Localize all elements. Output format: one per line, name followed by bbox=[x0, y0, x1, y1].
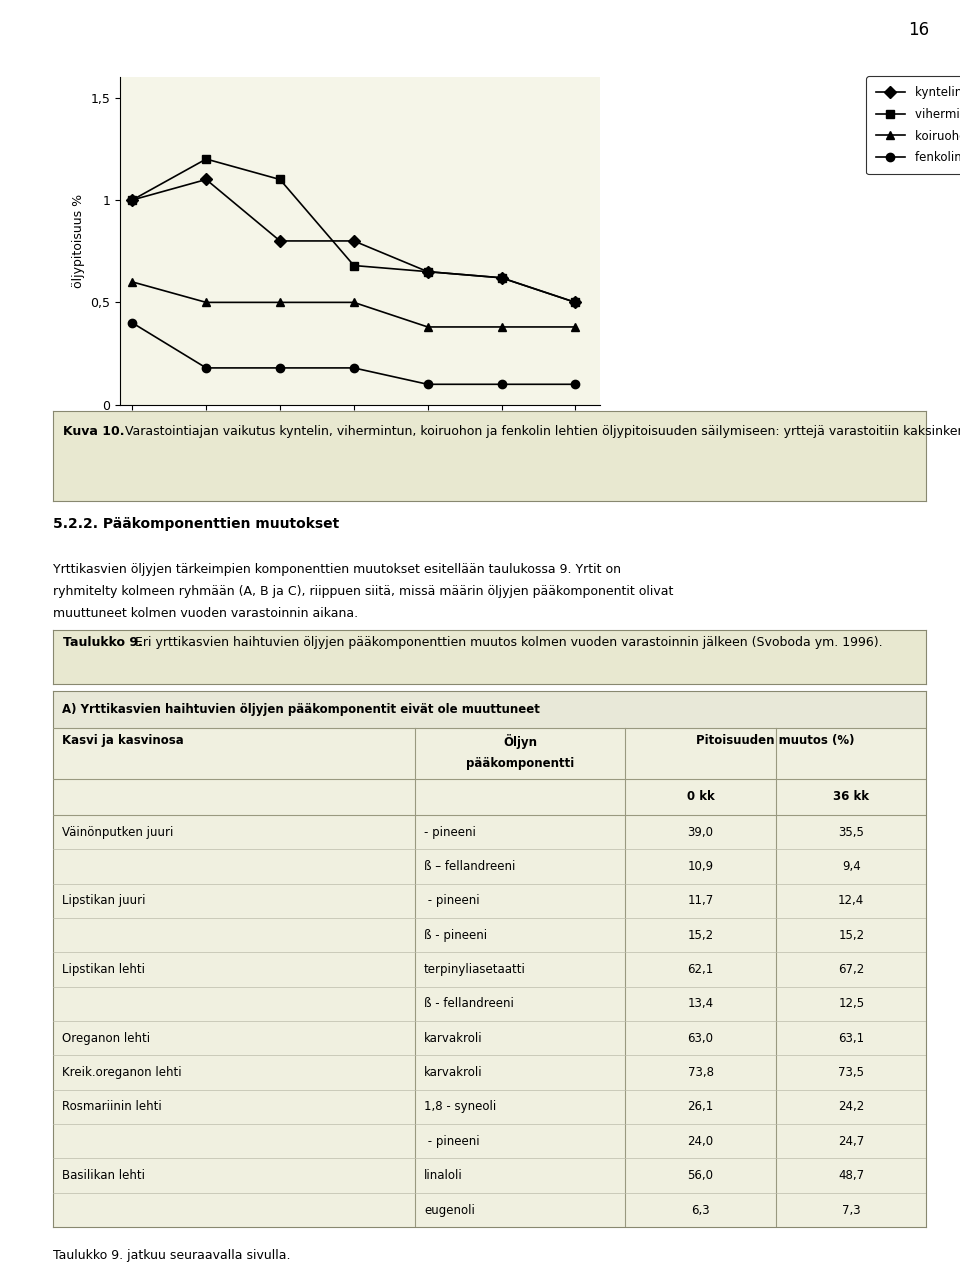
Text: karvakroli: karvakroli bbox=[424, 1067, 483, 1079]
Legend: kyntelin lehti, vihermintun lehti, koiruohon lehti, fenkolin lehti: kyntelin lehti, vihermintun lehti, koiru… bbox=[866, 76, 960, 173]
Text: 67,2: 67,2 bbox=[838, 964, 864, 977]
Text: ß – fellandreeni: ß – fellandreeni bbox=[424, 860, 516, 873]
Text: eugenoli: eugenoli bbox=[424, 1204, 475, 1217]
Text: 73,8: 73,8 bbox=[687, 1067, 713, 1079]
Text: 10,9: 10,9 bbox=[687, 860, 713, 873]
Text: 9,4: 9,4 bbox=[842, 860, 861, 873]
Text: 12,5: 12,5 bbox=[838, 997, 864, 1010]
Text: 24,2: 24,2 bbox=[838, 1100, 864, 1114]
Text: linaloli: linaloli bbox=[424, 1169, 463, 1182]
Text: 11,7: 11,7 bbox=[687, 894, 713, 907]
Text: 16: 16 bbox=[908, 21, 929, 39]
Text: ß - pineeni: ß - pineeni bbox=[424, 929, 488, 942]
Text: 63,0: 63,0 bbox=[687, 1032, 713, 1045]
Text: 39,0: 39,0 bbox=[687, 826, 713, 839]
Text: karvakroli: karvakroli bbox=[424, 1032, 483, 1045]
Text: 48,7: 48,7 bbox=[838, 1169, 864, 1182]
Text: 6,3: 6,3 bbox=[691, 1204, 709, 1217]
Text: Eri yrttikasvien haihtuvien öljyjen pääkomponenttien muutos kolmen vuoden varast: Eri yrttikasvien haihtuvien öljyjen pääk… bbox=[132, 636, 883, 649]
Text: Rosmariinin lehti: Rosmariinin lehti bbox=[61, 1100, 161, 1114]
Text: Kasvi ja kasvinosa: Kasvi ja kasvinosa bbox=[61, 734, 183, 747]
X-axis label: varastointi kk: varastointi kk bbox=[318, 433, 402, 446]
Text: 56,0: 56,0 bbox=[687, 1169, 713, 1182]
Text: - pineeni: - pineeni bbox=[424, 894, 480, 907]
Text: A) Yrttikasvien haihtuvien öljyjen pääkomponentit eivät ole muuttuneet: A) Yrttikasvien haihtuvien öljyjen pääko… bbox=[61, 703, 540, 716]
Text: pääkomponentti: pääkomponentti bbox=[466, 757, 574, 770]
Text: 35,5: 35,5 bbox=[838, 826, 864, 839]
Y-axis label: öljypitoisuus %: öljypitoisuus % bbox=[72, 194, 84, 288]
Text: Lipstikan juuri: Lipstikan juuri bbox=[61, 894, 145, 907]
Text: 5.2.2. Pääkomponenttien muutokset: 5.2.2. Pääkomponenttien muutokset bbox=[53, 517, 339, 531]
Text: Väinönputken juuri: Väinönputken juuri bbox=[61, 826, 173, 839]
Text: Kuva 10.: Kuva 10. bbox=[63, 424, 125, 438]
Text: 26,1: 26,1 bbox=[687, 1100, 713, 1114]
Text: muuttuneet kolmen vuoden varastoinnin aikana.: muuttuneet kolmen vuoden varastoinnin ai… bbox=[53, 607, 358, 619]
Text: Pitoisuuden muutos (%): Pitoisuuden muutos (%) bbox=[696, 734, 855, 747]
Text: 36 kk: 36 kk bbox=[833, 790, 869, 803]
Text: Öljyn: Öljyn bbox=[503, 734, 538, 749]
Text: Kreik.oreganon lehti: Kreik.oreganon lehti bbox=[61, 1067, 181, 1079]
Text: 1,8 - syneoli: 1,8 - syneoli bbox=[424, 1100, 496, 1114]
Text: ß - fellandreeni: ß - fellandreeni bbox=[424, 997, 514, 1010]
Text: ryhmitelty kolmeen ryhmään (A, B ja C), riippuen siitä, missä määrin öljyjen pää: ryhmitelty kolmeen ryhmään (A, B ja C), … bbox=[53, 585, 673, 598]
Text: 12,4: 12,4 bbox=[838, 894, 864, 907]
Text: Yrttikasvien öljyjen tärkeimpien komponenttien muutokset esitellään taulukossa 9: Yrttikasvien öljyjen tärkeimpien kompone… bbox=[53, 563, 621, 576]
Text: Taulukko 9.: Taulukko 9. bbox=[63, 636, 143, 649]
Text: 0 kk: 0 kk bbox=[686, 790, 714, 803]
Text: Taulukko 9. jatkuu seuraavalla sivulla.: Taulukko 9. jatkuu seuraavalla sivulla. bbox=[53, 1249, 290, 1262]
Text: 24,0: 24,0 bbox=[687, 1135, 713, 1148]
Text: 62,1: 62,1 bbox=[687, 964, 713, 977]
Text: Basilikan lehti: Basilikan lehti bbox=[61, 1169, 145, 1182]
Text: 73,5: 73,5 bbox=[838, 1067, 864, 1079]
Text: 15,2: 15,2 bbox=[687, 929, 713, 942]
Text: - pineeni: - pineeni bbox=[424, 826, 476, 839]
Text: 24,7: 24,7 bbox=[838, 1135, 864, 1148]
Text: - pineeni: - pineeni bbox=[424, 1135, 480, 1148]
Text: 63,1: 63,1 bbox=[838, 1032, 864, 1045]
Text: Lipstikan lehti: Lipstikan lehti bbox=[61, 964, 145, 977]
Text: Oreganon lehti: Oreganon lehti bbox=[61, 1032, 150, 1045]
Text: Varastointiajan vaikutus kyntelin, vihermintun, koiruohon ja fenkolin lehtien öl: Varastointiajan vaikutus kyntelin, viher… bbox=[121, 424, 960, 438]
Text: 13,4: 13,4 bbox=[687, 997, 713, 1010]
Text: terpinyliasetaatti: terpinyliasetaatti bbox=[424, 964, 526, 977]
Text: 7,3: 7,3 bbox=[842, 1204, 860, 1217]
Text: 15,2: 15,2 bbox=[838, 929, 864, 942]
Bar bbox=[53, 691, 926, 727]
